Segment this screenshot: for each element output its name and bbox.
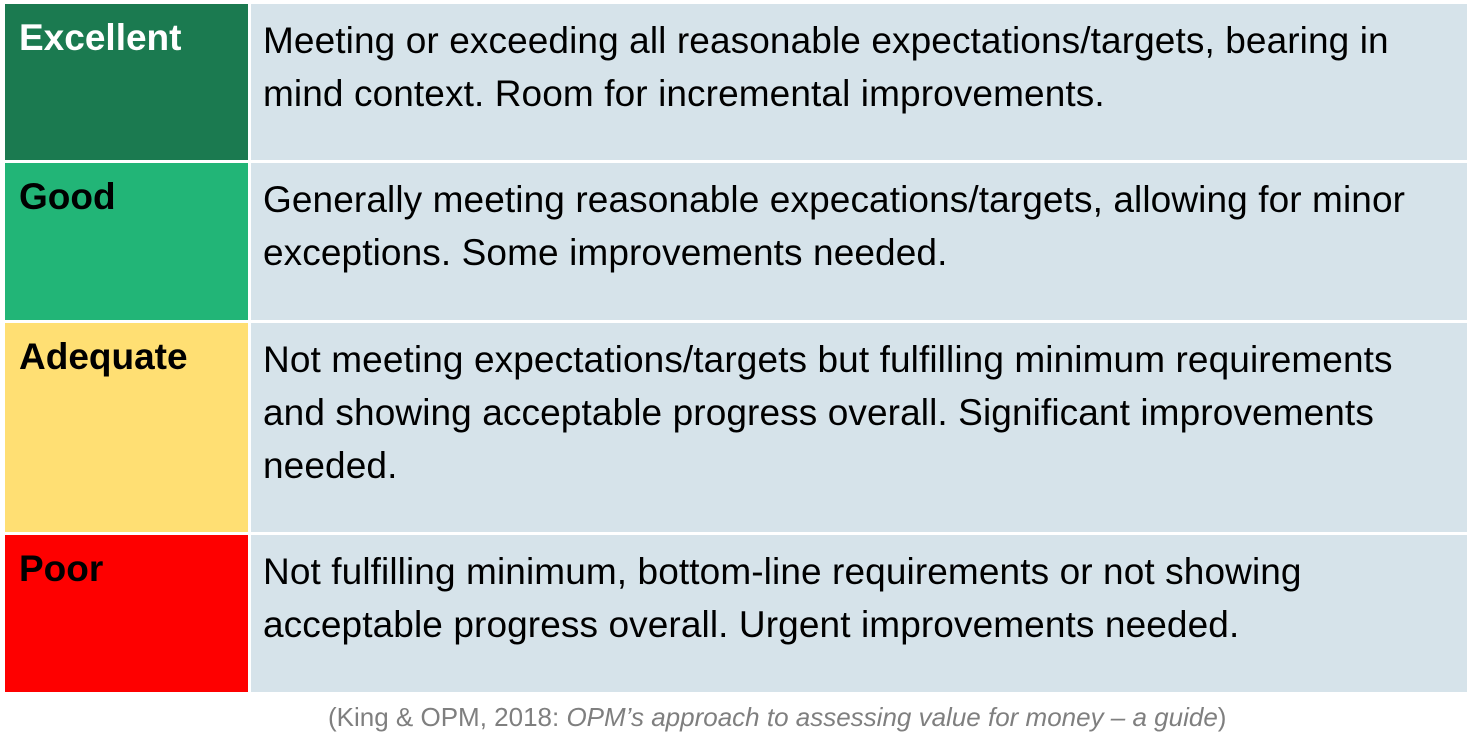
level-description-good: Generally meeting reasonable expecations… (251, 163, 1467, 320)
level-description-excellent: Meeting or exceeding all reasonable expe… (251, 4, 1467, 160)
level-label-adequate: Adequate (5, 323, 248, 532)
citation-prefix: (King & OPM, 2018: (328, 702, 567, 732)
level-description-poor: Not fulfilling minimum, bottom-line requ… (251, 535, 1467, 692)
level-label-good: Good (5, 163, 248, 320)
level-label-excellent: Excellent (5, 4, 248, 160)
rating-rubric-table: Excellent Meeting or exceeding all reaso… (5, 4, 1467, 692)
citation-suffix: ) (1217, 702, 1227, 732)
citation-title: OPM’s approach to assessing value for mo… (566, 702, 1218, 732)
level-label-poor: Poor (5, 535, 248, 692)
level-description-adequate: Not meeting expectations/targets but ful… (251, 323, 1467, 532)
source-citation: (King & OPM, 2018: OPM’s approach to ass… (328, 702, 1226, 733)
